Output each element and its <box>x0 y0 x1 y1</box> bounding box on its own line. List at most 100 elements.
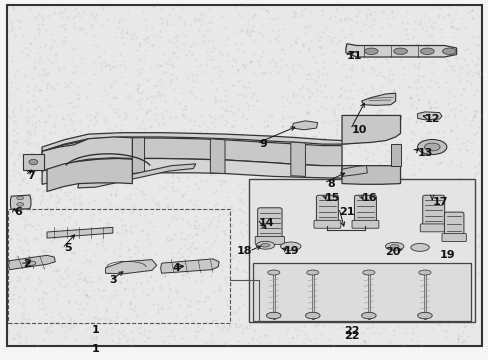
Point <box>368 180 376 186</box>
Point <box>237 131 245 136</box>
Point <box>68 122 76 128</box>
Point <box>192 213 200 219</box>
Point <box>217 51 225 57</box>
Point <box>272 35 280 40</box>
Point <box>338 299 346 305</box>
Point <box>179 106 186 112</box>
Point <box>381 43 388 49</box>
Point <box>60 143 67 149</box>
Point <box>359 319 366 325</box>
Point <box>65 84 73 89</box>
Point <box>161 325 168 331</box>
Point <box>159 69 167 75</box>
Point <box>342 258 350 264</box>
Point <box>427 23 434 29</box>
Point <box>238 329 245 335</box>
Point <box>222 92 229 98</box>
Point <box>171 34 179 40</box>
Point <box>196 255 204 261</box>
Point <box>147 124 155 130</box>
Point <box>5 113 13 118</box>
Point <box>312 281 320 287</box>
Point <box>283 203 291 209</box>
Point <box>329 34 337 40</box>
Point <box>207 48 215 54</box>
Point <box>415 113 423 118</box>
Point <box>212 256 220 261</box>
Point <box>366 122 373 128</box>
Point <box>191 78 199 84</box>
Point <box>262 294 270 300</box>
Point <box>221 340 229 346</box>
Point <box>470 233 478 239</box>
Point <box>78 200 85 206</box>
Point <box>52 51 60 57</box>
Point <box>95 216 102 222</box>
Ellipse shape <box>267 270 279 275</box>
Text: 21: 21 <box>339 207 354 217</box>
Point <box>70 321 78 327</box>
Point <box>300 25 307 31</box>
Point <box>388 332 396 338</box>
Point <box>163 22 171 27</box>
Point <box>377 9 385 15</box>
Point <box>91 252 99 258</box>
Point <box>332 122 340 128</box>
Point <box>76 118 84 123</box>
Point <box>41 134 48 140</box>
Point <box>352 87 360 93</box>
Point <box>405 220 412 225</box>
Point <box>350 249 358 255</box>
Point <box>173 171 181 176</box>
Point <box>386 311 393 317</box>
Point <box>295 99 303 105</box>
Point <box>324 310 332 316</box>
Point <box>128 36 136 41</box>
Point <box>259 49 266 54</box>
Point <box>67 46 75 51</box>
Point <box>67 249 75 255</box>
Point <box>423 307 430 313</box>
Point <box>272 150 280 156</box>
Point <box>209 289 217 295</box>
Point <box>234 78 242 84</box>
Point <box>280 147 287 152</box>
Ellipse shape <box>393 48 407 54</box>
Point <box>116 63 124 68</box>
Point <box>36 175 43 181</box>
Point <box>243 29 250 35</box>
Point <box>9 4 17 10</box>
Point <box>193 185 201 190</box>
Point <box>376 73 384 79</box>
Point <box>25 222 33 228</box>
Point <box>168 203 176 208</box>
Point <box>234 196 242 202</box>
Point <box>189 85 197 90</box>
Point <box>181 270 188 276</box>
Point <box>445 12 452 17</box>
Point <box>471 233 479 238</box>
Point <box>262 207 270 213</box>
Point <box>19 49 26 54</box>
Point <box>424 219 431 225</box>
Point <box>453 309 461 315</box>
Point <box>209 190 217 195</box>
Point <box>285 319 293 325</box>
Point <box>339 285 346 291</box>
Point <box>260 118 267 124</box>
Point <box>368 197 376 202</box>
Point <box>447 226 455 231</box>
Point <box>259 300 267 305</box>
Point <box>198 273 205 279</box>
Point <box>168 236 176 242</box>
Point <box>11 104 19 110</box>
Point <box>215 177 223 183</box>
Point <box>125 197 133 202</box>
Point <box>90 131 98 137</box>
Point <box>34 143 42 149</box>
Point <box>203 265 211 271</box>
Point <box>468 33 476 39</box>
Point <box>38 59 46 65</box>
Point <box>348 126 356 132</box>
Point <box>359 338 367 343</box>
